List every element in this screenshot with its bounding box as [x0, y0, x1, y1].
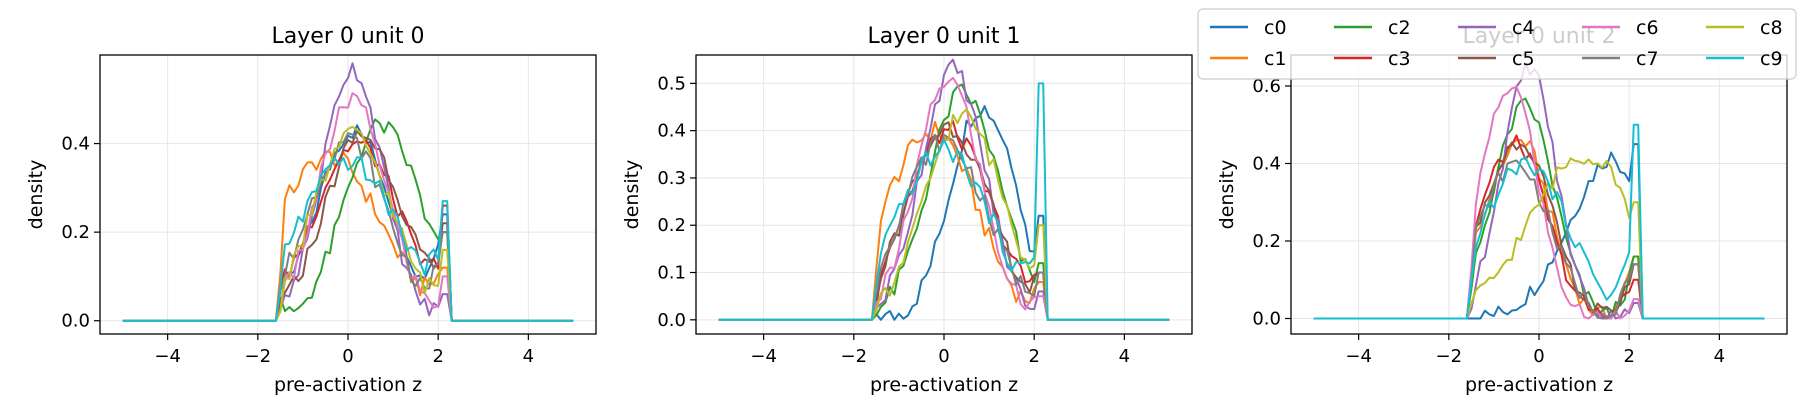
y-axis-label: density	[621, 160, 643, 230]
legend-label-c7: c7	[1636, 48, 1659, 70]
x-tick-label: −4	[750, 346, 777, 367]
y-tick-label: 0.2	[657, 215, 686, 236]
legend-label-c4: c4	[1512, 17, 1535, 39]
y-tick-label: 0.0	[61, 311, 90, 332]
y-tick-label: 0.0	[1252, 309, 1281, 330]
subplot-title: Layer 0 unit 1	[868, 24, 1021, 49]
x-tick-label: −2	[841, 346, 868, 367]
y-tick-label: 0.0	[657, 310, 686, 331]
x-tick-label: 0	[342, 346, 353, 367]
series-line-c9	[1313, 123, 1765, 320]
legend-label-c8: c8	[1760, 17, 1783, 39]
y-tick-label: 0.4	[1252, 154, 1281, 175]
legend-label-c3: c3	[1388, 48, 1411, 70]
x-tick-label: 4	[1119, 346, 1130, 367]
x-axis-label: pre-activation z	[274, 374, 422, 396]
legend: c0 c1 c2 c3 c4 c5 c6 c7 c8 c9	[1197, 8, 1797, 80]
x-tick-label: 2	[432, 346, 443, 367]
y-tick-label: 0.6	[1252, 76, 1281, 97]
x-tick-label: 2	[1028, 346, 1039, 367]
legend-label-c5: c5	[1512, 48, 1535, 70]
y-tick-label: 0.4	[61, 134, 90, 155]
legend-label-c6: c6	[1636, 17, 1659, 39]
subplot-0: −4 −2 0 2 4 0.0 0.2 0.4 Layer 0 unit 0 pre-activa…	[25, 24, 597, 396]
x-tick-label: 0	[938, 346, 949, 367]
y-tick-label: 0.1	[657, 263, 686, 284]
x-tick-label: −4	[1345, 346, 1372, 367]
y-tick-label: 0.4	[657, 121, 686, 142]
legend-label-c9: c9	[1760, 48, 1783, 70]
x-tick-label: 0	[1533, 346, 1544, 367]
x-tick-label: −2	[245, 346, 272, 367]
x-tick-label: −4	[154, 346, 181, 367]
y-axis-label: density	[1216, 160, 1238, 230]
y-tick-label: 0.2	[1252, 231, 1281, 252]
legend-box	[1197, 8, 1797, 80]
x-tick-label: 2	[1623, 346, 1634, 367]
legend-label-c0: c0	[1264, 17, 1287, 39]
series-line-c9	[718, 82, 1170, 321]
subplot-1: −4 −2 0 2 4 0.0 0.1 0.2 0.3 0.4 0.5 Layer 0 unit 1 p…	[621, 24, 1193, 396]
legend-label-c1: c1	[1264, 48, 1287, 70]
y-tick-label: 0.3	[657, 168, 686, 189]
x-axis-label: pre-activation z	[870, 374, 1018, 396]
y-axis-label: density	[25, 160, 47, 230]
x-tick-label: 4	[523, 346, 534, 367]
x-tick-label: −2	[1436, 346, 1463, 367]
series-line-c9	[122, 156, 574, 322]
y-tick-label: 0.5	[657, 73, 686, 94]
subplot-title: Layer 0 unit 0	[272, 24, 425, 49]
y-tick-label: 0.2	[61, 222, 90, 243]
x-tick-label: 4	[1714, 346, 1725, 367]
x-axis-label: pre-activation z	[1465, 374, 1613, 396]
legend-label-c2: c2	[1388, 17, 1411, 39]
